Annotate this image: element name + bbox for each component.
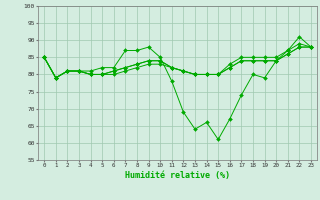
X-axis label: Humidité relative (%): Humidité relative (%)	[125, 171, 230, 180]
